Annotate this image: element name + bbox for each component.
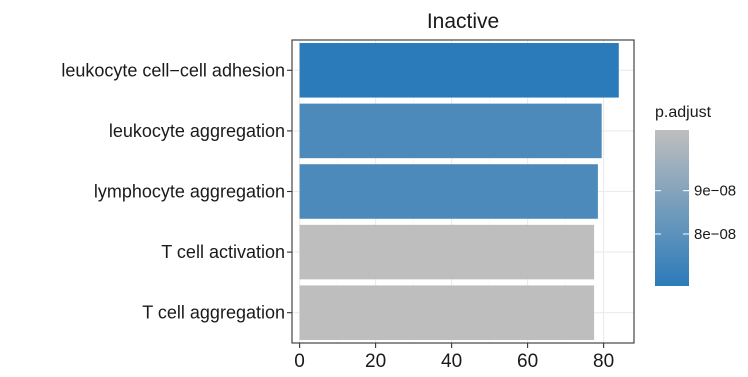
x-tick-label: 0 [294, 351, 305, 372]
legend-colorbar [655, 130, 689, 286]
y-tick-label: T cell aggregation [142, 303, 285, 323]
chart-title: Inactive [427, 10, 499, 33]
bar-3 [299, 164, 598, 219]
legend-tick-label: 9e−08 [694, 183, 736, 200]
y-tick-label: leukocyte aggregation [109, 121, 285, 141]
bars [299, 43, 619, 340]
y-tick-label: leukocyte cell−cell adhesion [61, 60, 285, 80]
bar-5 [299, 285, 595, 340]
legend-title: p.adjust [655, 104, 712, 121]
color-legend: p.adjust 8e−08 9e−08 [655, 104, 736, 286]
x-tick-label: 80 [593, 351, 614, 372]
x-tick-label: 40 [441, 351, 462, 372]
bar-1 [299, 43, 619, 98]
y-tick-label: T cell activation [161, 242, 285, 262]
y-tick-label: lymphocyte aggregation [94, 182, 285, 202]
axes: 0 20 40 60 80 leukocyte cell−cell adhesion leu… [61, 60, 614, 372]
bar-2 [299, 103, 602, 159]
legend-tick-label: 8e−08 [694, 226, 736, 243]
bar-4 [299, 224, 595, 280]
x-tick-label: 20 [365, 351, 386, 372]
x-tick-label: 60 [517, 351, 538, 372]
